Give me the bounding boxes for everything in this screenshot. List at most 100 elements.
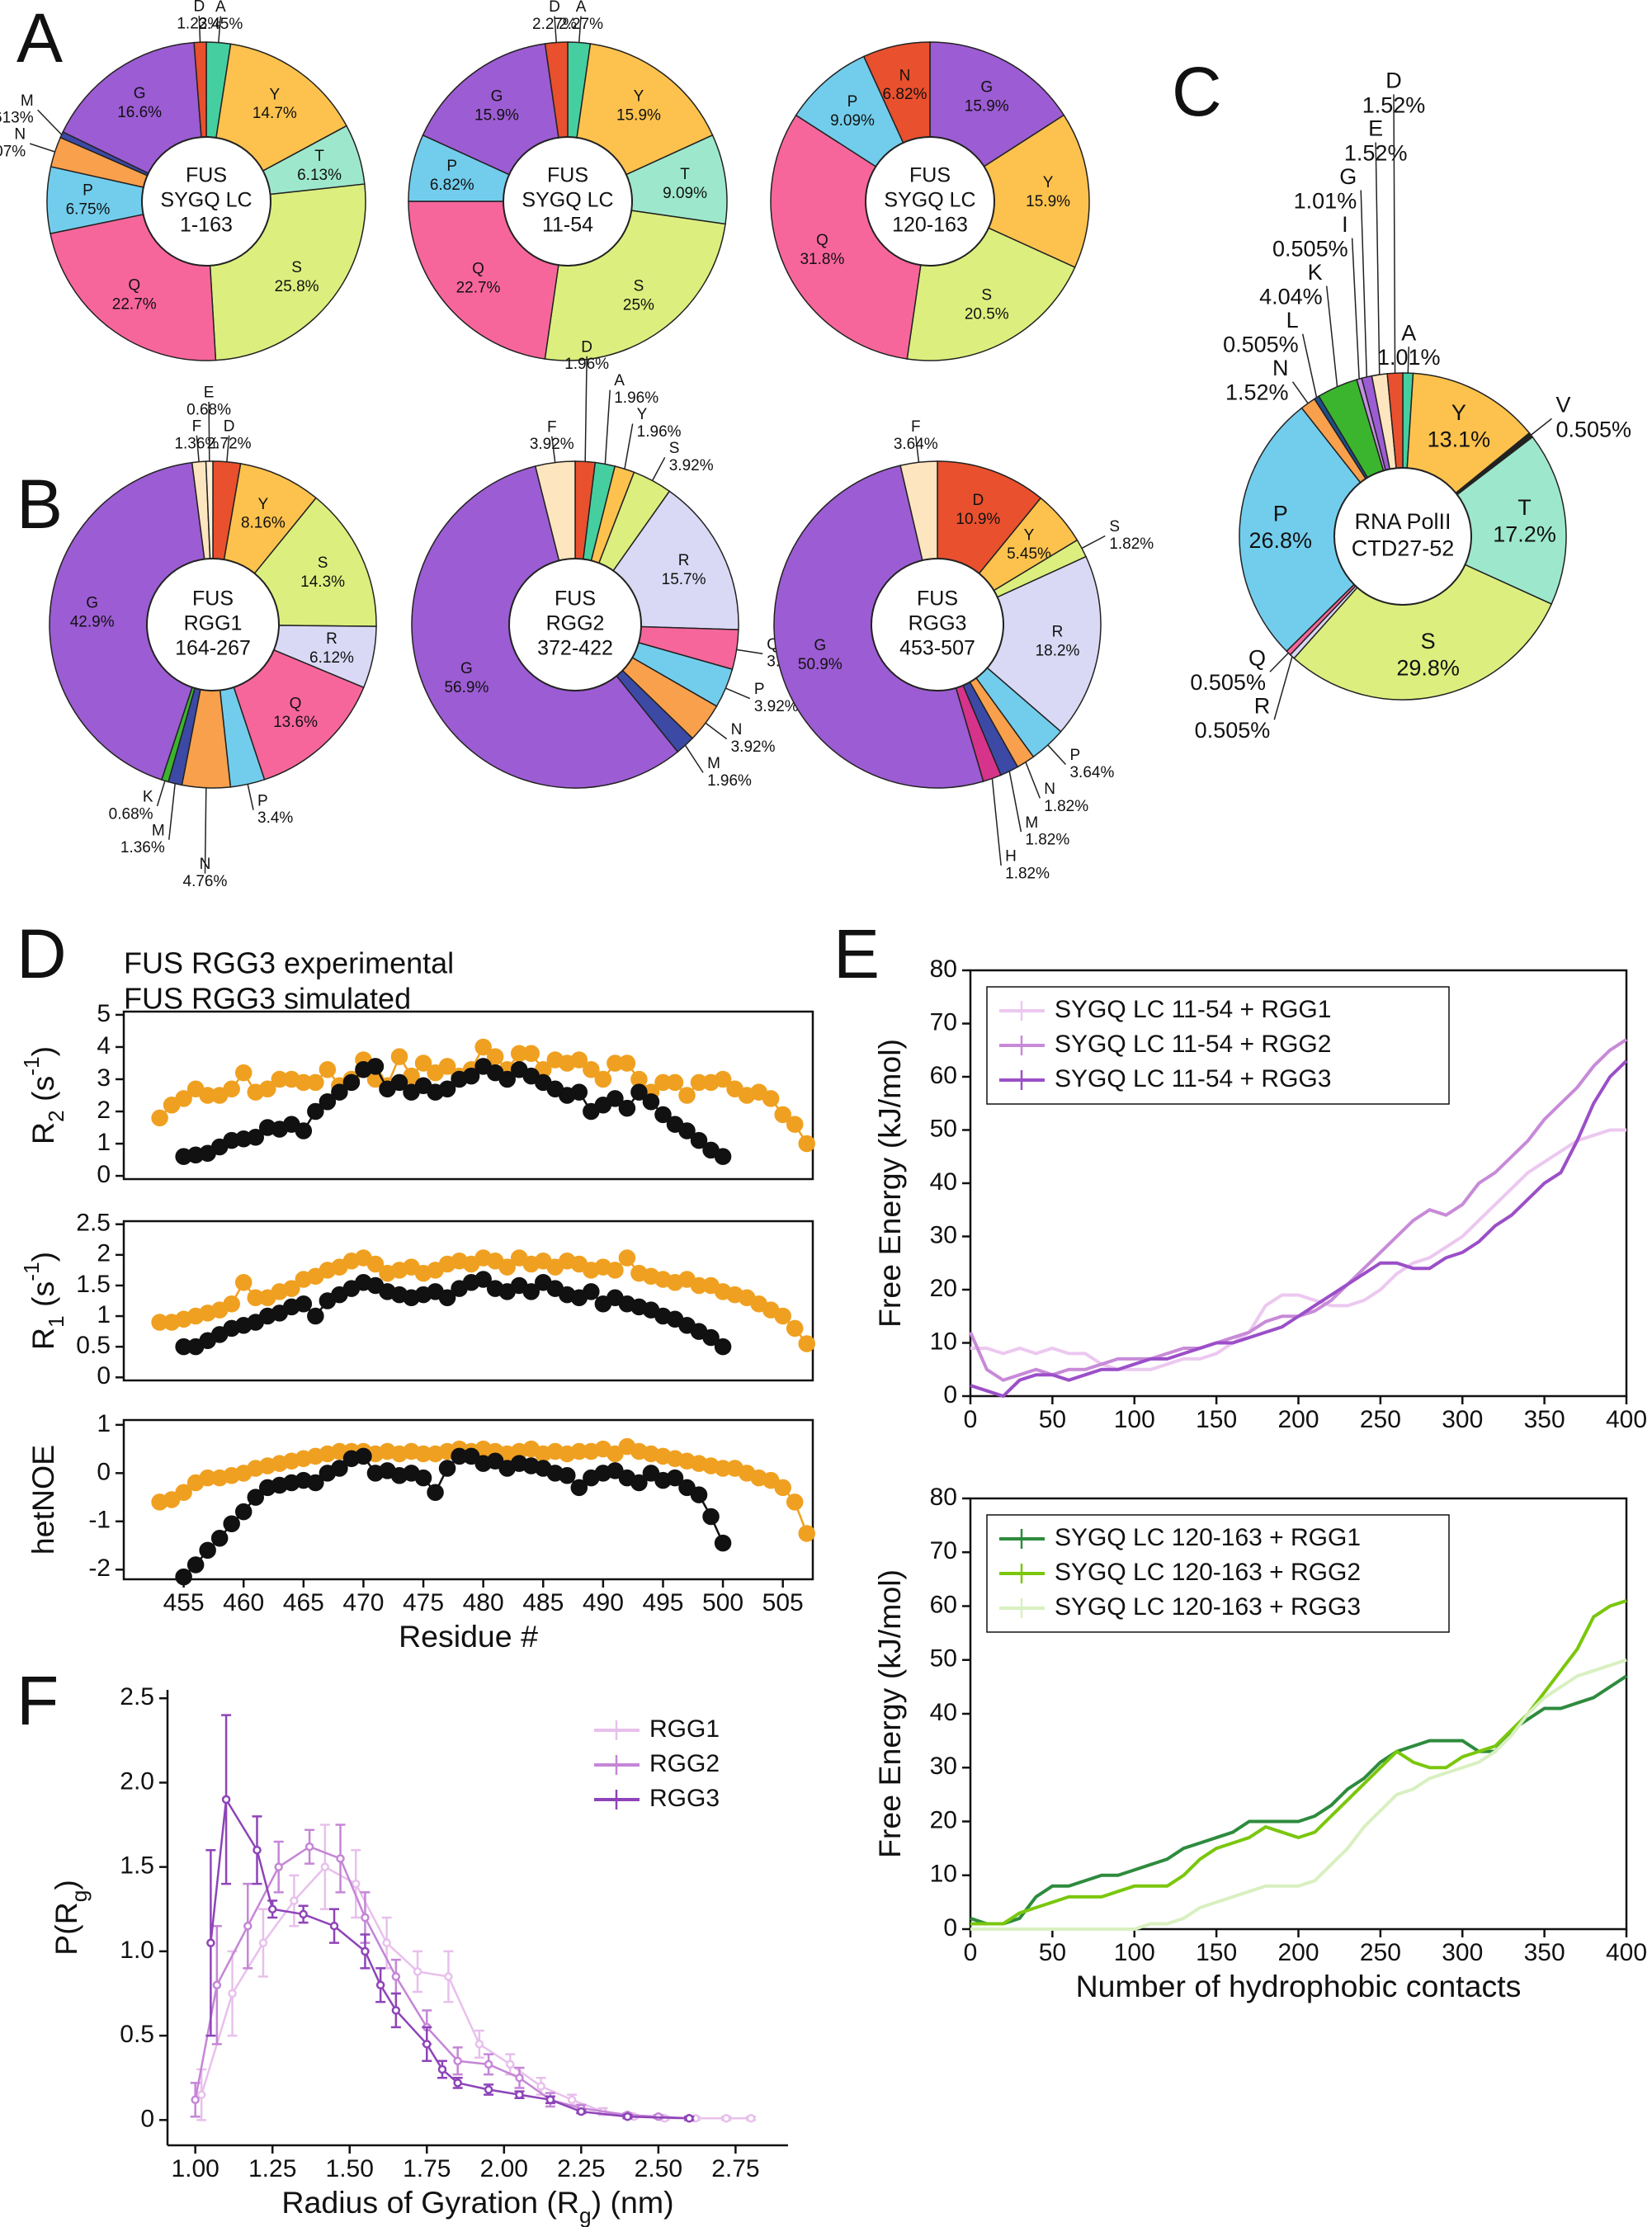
x-tick-label: 460: [223, 1589, 264, 1616]
slice-value: 3.64%: [1069, 764, 1114, 781]
data-point: [642, 1093, 660, 1111]
slice-value: 26.8%: [1249, 528, 1313, 553]
slice-value: 14.3%: [300, 573, 345, 591]
y-tick-label: 0: [97, 1458, 111, 1485]
y-tick-label: 80: [930, 1484, 957, 1511]
slice-value: 1.82%: [1005, 866, 1050, 883]
x-tick-label: 200: [1277, 1406, 1319, 1433]
data-point: [666, 1073, 684, 1092]
slice-category: T: [680, 166, 690, 183]
data-point: [382, 1938, 391, 1947]
leader-line: [1301, 333, 1318, 398]
data-point: [714, 1534, 732, 1552]
x-tick-label: 150: [1196, 1406, 1237, 1433]
center-label: SYGQ LC: [884, 189, 975, 212]
data-point: [206, 1938, 215, 1947]
leader-line: [1407, 347, 1410, 374]
leader-line: [578, 16, 582, 43]
data-point: [774, 1106, 791, 1124]
data-point: [414, 1055, 432, 1072]
leader-line: [1025, 762, 1041, 799]
x-tick-label: 400: [1606, 1939, 1647, 1966]
slice-category: F: [911, 418, 921, 436]
data-point: [438, 1058, 456, 1075]
data-point: [583, 1061, 600, 1078]
leader-line: [29, 143, 55, 153]
slice-category: D: [549, 0, 560, 16]
y-axis-label: R1 (s-1): [19, 1252, 68, 1350]
leader-line: [226, 435, 230, 462]
slice-value: 0.68%: [109, 805, 153, 823]
y-tick-label: 3: [97, 1064, 111, 1092]
leader-line: [1351, 238, 1360, 380]
slice-value: 9.09%: [663, 185, 707, 202]
data-point: [304, 1842, 314, 1852]
data-point: [366, 1058, 385, 1075]
data-point: [361, 1946, 370, 1956]
data-point: [234, 1503, 253, 1521]
leader-line: [1325, 285, 1338, 387]
y-tick-label: 1: [97, 1301, 111, 1328]
data-point: [498, 1070, 516, 1088]
series-line: [970, 1599, 1627, 1926]
y-axis-label-part: -1: [19, 1262, 44, 1281]
center-label: 372-422: [537, 637, 613, 660]
slice-value: 1.36%: [120, 839, 165, 856]
data-point: [175, 1484, 192, 1501]
slice-value: 6.75%: [66, 201, 111, 218]
slice-category: Y: [637, 406, 648, 423]
x-tick-label: 485: [522, 1589, 564, 1616]
slice-value: 1.82%: [1025, 832, 1069, 849]
leader-line: [168, 783, 176, 840]
y-axis-label-part: 1: [44, 1315, 68, 1328]
pie-hole: [865, 136, 995, 267]
x-tick-label: 0: [964, 1939, 978, 1966]
y-tick-label: 2: [97, 1097, 111, 1124]
data-point: [559, 1467, 576, 1484]
slice-category: F: [192, 418, 202, 435]
y-tick-label: 30: [930, 1753, 957, 1780]
data-point: [685, 2114, 694, 2123]
x-tick-label: 2.25: [557, 2155, 605, 2182]
slice-category: N: [899, 67, 911, 84]
leader-line: [624, 423, 634, 469]
x-tick-label: 2.50: [635, 2155, 682, 2182]
y-axis-label-part: P(R: [49, 1902, 83, 1956]
leader-line: [198, 16, 201, 43]
data-point: [366, 1255, 385, 1273]
slice-value: 1.96%: [564, 356, 609, 373]
legend-label: SYGQ LC 120-163 + RGG3: [1055, 1593, 1361, 1621]
slice-category: P: [754, 681, 765, 698]
slice-value: 15.7%: [662, 571, 706, 588]
slice-category: M: [707, 755, 720, 772]
data-point: [299, 1909, 308, 1919]
slice-category: V: [1555, 393, 1570, 418]
legend-label: FUS RGG3 simulated: [124, 982, 411, 1016]
y-axis-label-part: ): [26, 1046, 60, 1057]
data-point: [484, 2085, 493, 2094]
data-point: [234, 1064, 253, 1082]
x-tick-label: 100: [1114, 1939, 1155, 1966]
slice-category: G: [86, 595, 98, 612]
slice-category: M: [1025, 814, 1038, 832]
slice-value: 5.45%: [1007, 545, 1051, 563]
data-point: [319, 1061, 337, 1078]
center-label: FUS: [192, 587, 234, 611]
x-tick-label: 100: [1114, 1406, 1155, 1433]
slice-category: A: [215, 0, 226, 16]
y-axis-label-part: g: [67, 1890, 92, 1903]
slice-category: P: [847, 93, 858, 111]
slice-value: 17.2%: [1493, 522, 1556, 547]
slice-value: 3.92%: [669, 457, 714, 474]
y-tick-label: 10: [930, 1861, 957, 1888]
y-tick-label: 1.0: [120, 1937, 154, 1964]
y-tick-label: 2: [97, 1240, 111, 1267]
pie-hole: [508, 558, 642, 691]
slice-category: L: [1286, 308, 1299, 333]
x-tick-label: 2.75: [711, 2155, 759, 2182]
y-tick-label: 60: [930, 1062, 957, 1089]
series-line: [210, 1796, 690, 2120]
y-tick-label: 0.5: [120, 2021, 154, 2048]
legend-label: SYGQ LC 120-163 + RGG2: [1055, 1559, 1361, 1586]
data-point: [331, 1083, 348, 1101]
